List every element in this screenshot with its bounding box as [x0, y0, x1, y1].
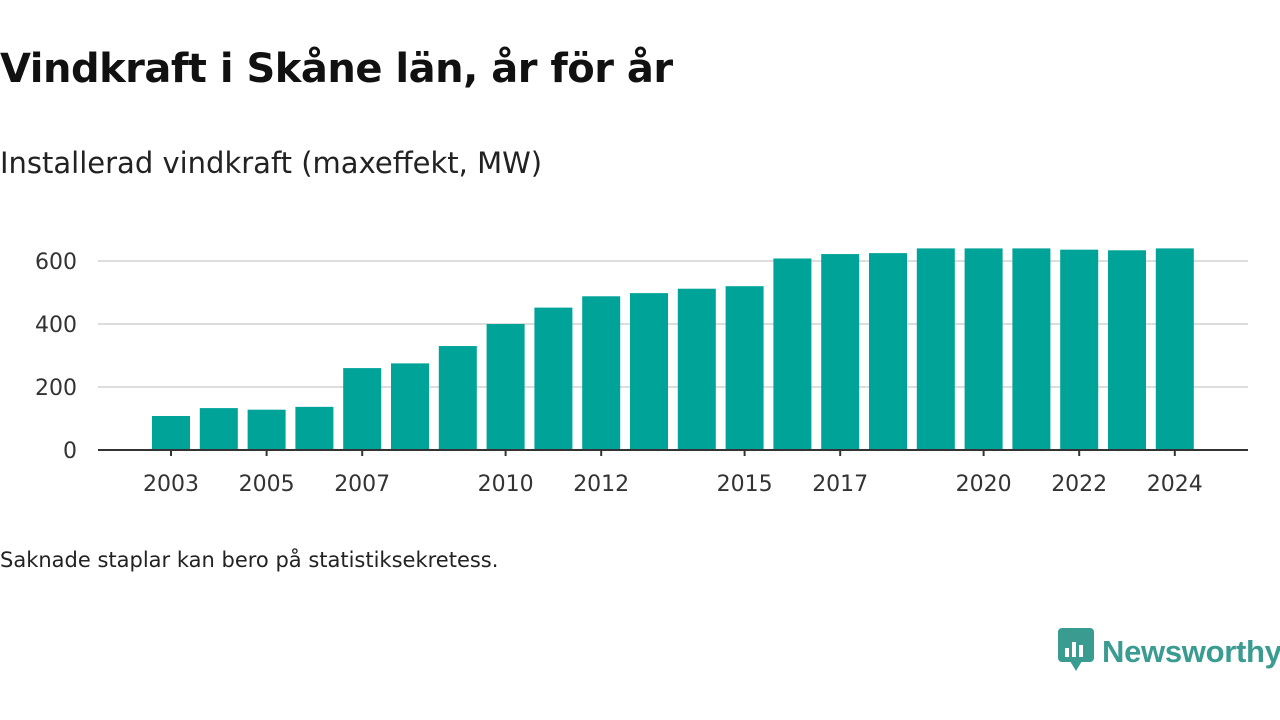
x-tick-label: 2024: [1147, 472, 1203, 497]
bar-2006: [295, 406, 334, 450]
bar-2016: [773, 258, 812, 450]
brand: Newsworthy: [1058, 628, 1280, 676]
bar-2007: [343, 368, 382, 450]
bar-2018: [869, 253, 907, 450]
bar-2019: [916, 248, 955, 450]
bar-2022: [1060, 249, 1099, 450]
chart-title: Vindkraft i Skåne län, år för år: [0, 46, 673, 92]
bar-2017: [821, 254, 860, 450]
x-axis-ticks: 2003 2005 2007 2010 2012 2015 2017 2020 2022 2024: [143, 450, 1203, 497]
x-tick-label: 2007: [334, 472, 390, 497]
bar-2020: [964, 248, 1003, 450]
x-tick-label: 2003: [143, 472, 199, 497]
x-tick-label: 2012: [573, 472, 629, 497]
bar-2004: [199, 408, 238, 450]
brand-name: Newsworthy: [1102, 634, 1280, 669]
chart-subtitle: Installerad vindkraft (maxeffekt, MW): [0, 146, 543, 180]
bar-2021: [1012, 248, 1051, 450]
bar-2005: [247, 409, 286, 450]
x-tick-label: 2005: [239, 472, 295, 497]
x-tick-label: 2022: [1051, 472, 1107, 497]
footnote: Saknade staplar kan bero på statistiksek…: [0, 548, 499, 572]
bar-2024: [1155, 248, 1194, 450]
newsworthy-logo-icon: [1058, 628, 1094, 676]
x-tick-label: 2010: [478, 472, 534, 497]
bar-2013: [630, 293, 668, 450]
x-tick-label: 2015: [717, 472, 773, 497]
gridlines: [98, 260, 1248, 388]
bar-2010: [486, 324, 525, 450]
y-tick-label: 200: [35, 376, 77, 401]
bar-2003: [152, 415, 190, 450]
y-axis-ticks: 0 200 400 600: [35, 250, 77, 464]
bar-2011: [534, 307, 573, 450]
y-tick-label: 0: [63, 439, 77, 464]
y-tick-label: 600: [35, 250, 77, 275]
bar-2008: [391, 363, 429, 450]
y-tick-label: 400: [35, 313, 77, 338]
bar-2014: [677, 288, 716, 450]
bars: [152, 248, 1194, 450]
bar-2023: [1108, 250, 1146, 450]
bar-2012: [582, 296, 621, 450]
x-tick-label: 2017: [812, 472, 868, 497]
bar-2009: [438, 346, 477, 450]
x-tick-label: 2020: [956, 472, 1012, 497]
bar-2015: [725, 286, 764, 450]
